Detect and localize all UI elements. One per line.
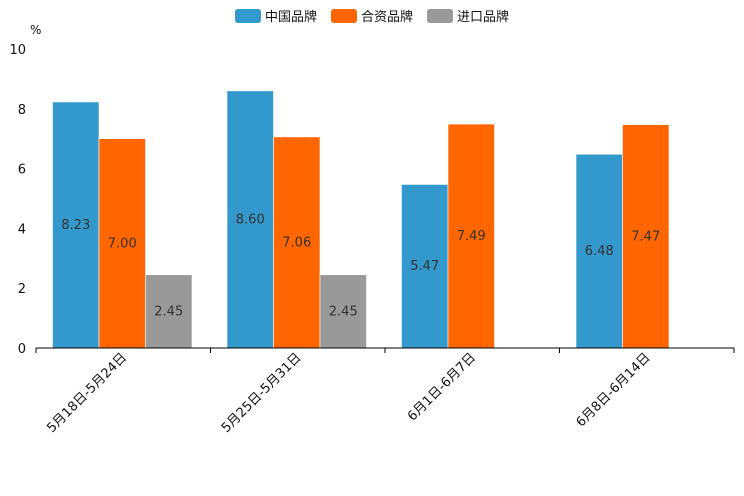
bar-s0-c0[interactable]	[52, 101, 100, 349]
value-label-s1-c3: 7.47	[631, 229, 660, 244]
y-axis-unit-label: %	[30, 23, 41, 37]
y-tick-label-5: 10	[9, 43, 26, 58]
legend: 中国品牌 合资品牌 进口品牌	[235, 9, 509, 25]
value-label-s0-c1: 8.60	[236, 212, 265, 227]
x-category-label-2: 6月1日-6月7日	[405, 350, 479, 424]
y-tick-label-0: 0	[18, 342, 26, 357]
value-label-s2-c0: 2.45	[154, 304, 183, 319]
legend-swatch-0[interactable]	[235, 9, 261, 23]
bar-s1-c2[interactable]	[447, 123, 495, 349]
x-category-label-0: 5月18日-5月24日	[44, 350, 130, 436]
value-label-s0-c2: 5.47	[410, 259, 439, 274]
y-tick-label-2: 4	[18, 222, 26, 237]
legend-label-2[interactable]: 进口品牌	[457, 9, 509, 25]
bar-s1-c0[interactable]	[98, 138, 146, 349]
x-category-label-3: 6月8日-6月14日	[574, 350, 654, 430]
y-tick-label-3: 6	[18, 163, 26, 178]
value-label-s0-c3: 6.48	[585, 244, 614, 259]
legend-swatch-1[interactable]	[331, 9, 357, 23]
x-category-label-1: 5月25日-5月31日	[219, 350, 305, 436]
bar-s1-c3[interactable]	[622, 124, 670, 349]
bar-s2-c1[interactable]	[319, 274, 367, 349]
legend-label-0[interactable]: 中国品牌	[265, 9, 317, 25]
y-tick-label-1: 2	[18, 282, 26, 297]
value-label-s1-c0: 7.00	[108, 236, 137, 251]
y-axis: 0 2 4 6 8 10	[9, 43, 26, 357]
bar-s0-c1[interactable]	[226, 90, 274, 349]
value-label-s2-c1: 2.45	[329, 304, 358, 319]
value-label-s1-c1: 7.06	[282, 235, 311, 250]
bar-s1-c1[interactable]	[273, 136, 321, 349]
bar-s2-c0[interactable]	[145, 274, 193, 349]
y-tick-label-4: 8	[18, 103, 26, 118]
value-labels: 8.23 7.00 2.45 8.60 7.06 2.45 5.47 7.49 6.48 7.47	[61, 212, 660, 319]
value-label-s0-c0: 8.23	[61, 218, 90, 233]
bars	[52, 90, 670, 349]
legend-swatch-2[interactable]	[427, 9, 453, 23]
value-label-s1-c2: 7.49	[457, 229, 486, 244]
legend-label-1[interactable]: 合资品牌	[361, 9, 413, 25]
x-axis: 5月18日-5月24日 5月25日-5月31日 6月1日-6月7日 6月8日-6月14…	[35, 347, 735, 436]
